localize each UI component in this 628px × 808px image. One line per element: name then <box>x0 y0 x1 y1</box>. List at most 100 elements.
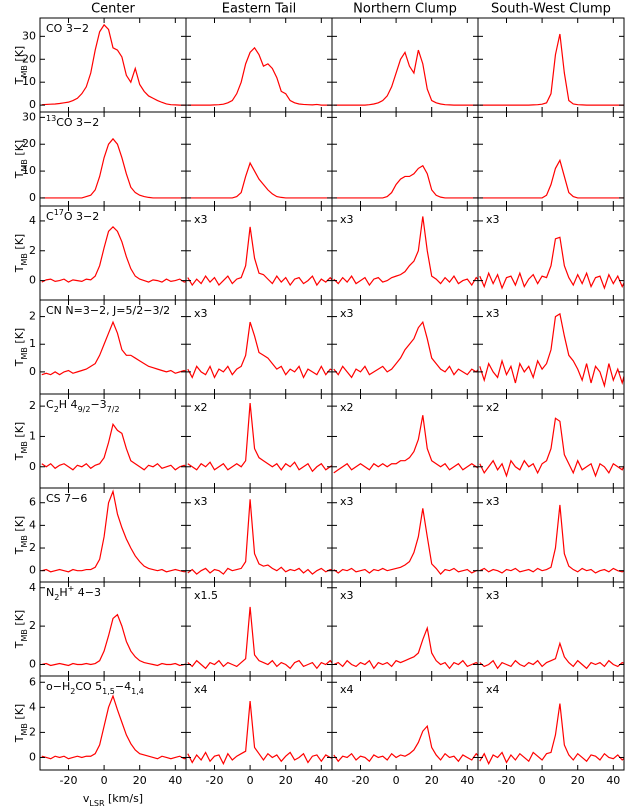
y-axis-label-part: [K] <box>13 328 26 347</box>
scale-factor: x3 <box>340 589 354 602</box>
x-tick-label: 20 <box>133 774 147 787</box>
scale-factor: x1.5 <box>194 589 218 602</box>
y-tick-label: 0 <box>29 460 36 473</box>
x-tick-label: 0 <box>101 774 108 787</box>
row-label-part: −4 <box>115 680 131 693</box>
y-tick-label: 0 <box>29 191 36 204</box>
row-label-part: CO 3−2 <box>56 116 99 129</box>
row-label-part: 2 <box>54 405 59 414</box>
y-axis-label-part: MB <box>20 253 29 265</box>
y-tick-label: 10 <box>22 75 36 88</box>
spectrum <box>41 694 186 760</box>
spectrum <box>187 499 332 575</box>
y-tick-label: 20 <box>22 137 36 150</box>
column-title: Northern Clump <box>353 2 457 17</box>
scale-factor: x3 <box>486 495 500 508</box>
spectrum <box>41 23 186 106</box>
spectrum <box>41 422 186 471</box>
x-axis-label: vLSR [km/s] <box>83 792 143 808</box>
column-title: South-West Clump <box>491 2 611 17</box>
spectrum <box>479 641 624 670</box>
y-axis-label-part: T <box>13 547 26 555</box>
x-axis-label-part: LSR <box>89 799 105 808</box>
y-tick-label: 0 <box>29 98 36 111</box>
y-tick-label: 4 <box>29 518 36 531</box>
y-axis-label-part: T <box>13 735 26 743</box>
row-label-part: 9/2 <box>78 405 91 414</box>
y-tick-label: 4 <box>29 581 36 594</box>
column-title: Eastern Tail <box>222 2 297 17</box>
row-label-part: N <box>46 586 54 599</box>
y-axis-label: TMB [K] <box>13 140 29 179</box>
scale-factor: x3 <box>340 213 354 226</box>
panel-frame <box>331 581 479 677</box>
y-axis-label-part: [K] <box>13 422 26 441</box>
y-axis-label: TMB [K] <box>13 610 29 649</box>
y-axis-label-part: MB <box>20 723 29 735</box>
y-axis-label-part: MB <box>20 159 29 171</box>
y-axis-label-part: T <box>13 641 26 649</box>
y-axis-label-part: [K] <box>13 140 26 159</box>
y-axis-label-part: [K] <box>13 46 26 65</box>
row-label: CN N=3−2, J=5/2−3/2 <box>46 304 170 317</box>
panel-frame <box>185 393 333 489</box>
y-tick-label: 6 <box>29 496 36 509</box>
spectrum <box>333 625 478 670</box>
x-tick-label: -20 <box>352 774 370 787</box>
spectrum <box>479 33 624 106</box>
y-tick-label: 30 <box>22 110 36 123</box>
y-axis-label-part: MB <box>20 441 29 453</box>
row-label-part: 4−3 <box>74 586 101 599</box>
y-axis-label-part: T <box>13 265 26 273</box>
panel-frame <box>477 393 625 489</box>
x-tick-label: 0 <box>247 774 254 787</box>
spectrum <box>479 504 624 574</box>
panel-frame <box>477 111 625 207</box>
row-label-part: 13 <box>46 114 56 123</box>
panel-frame <box>185 487 333 583</box>
row-label: CO 3−2 <box>46 22 89 35</box>
row-label: CS 7−6 <box>46 492 87 505</box>
spectrum <box>187 161 332 199</box>
y-axis-label-part: MB <box>20 65 29 77</box>
scale-factor: x4 <box>486 683 500 696</box>
row-label-part: CO 3−2 <box>46 22 89 35</box>
row-label-part: 1,4 <box>131 687 144 696</box>
panel-frame <box>331 205 479 301</box>
y-axis-label-part: MB <box>20 347 29 359</box>
row-label-part: o−H <box>46 680 70 693</box>
spectrum <box>479 312 624 389</box>
x-tick-label: 20 <box>425 774 439 787</box>
y-axis-label-part: [K] <box>13 234 26 253</box>
spectrum <box>333 216 478 287</box>
y-axis-label: TMB [K] <box>13 234 29 273</box>
panel-frame <box>185 111 333 207</box>
spectrum <box>187 606 332 670</box>
row-label-part: H <box>59 586 67 599</box>
y-tick-label: 0 <box>29 274 36 287</box>
x-tick-label: 40 <box>314 774 328 787</box>
row-label-part: C <box>46 398 54 411</box>
y-axis-label-part: MB <box>20 535 29 547</box>
panel-frame <box>39 205 187 301</box>
column-title: Center <box>91 2 135 17</box>
scale-factor: x3 <box>194 213 208 226</box>
y-axis-label-part: [K] <box>13 610 26 629</box>
row-label-part: 7/2 <box>107 405 120 414</box>
spectrum <box>479 236 624 290</box>
scale-factor: x2 <box>340 401 354 414</box>
y-axis-label-part: T <box>13 77 26 85</box>
spectrum <box>187 226 332 287</box>
spectrum <box>333 508 478 575</box>
spectrum <box>479 158 624 199</box>
y-axis-label: TMB [K] <box>13 328 29 367</box>
y-tick-label: 2 <box>29 725 36 738</box>
y-axis-label: TMB [K] <box>13 46 29 85</box>
row-label-part: 17 <box>54 208 64 217</box>
y-tick-label: 0 <box>29 564 36 577</box>
scale-factor: x3 <box>340 307 354 320</box>
scale-factor: x4 <box>340 683 354 696</box>
spectrum <box>187 403 332 473</box>
scale-factor: x3 <box>194 307 208 320</box>
